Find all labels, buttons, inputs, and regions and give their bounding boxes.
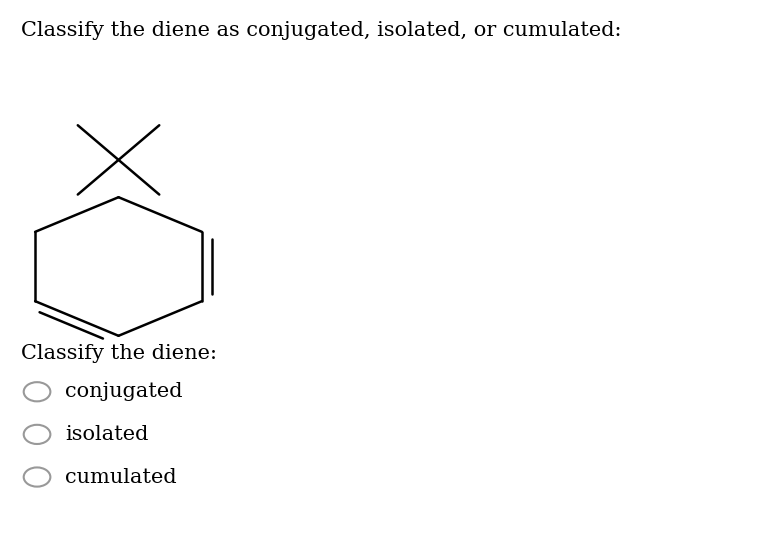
Text: conjugated: conjugated (65, 382, 183, 401)
Text: Classify the diene as conjugated, isolated, or cumulated:: Classify the diene as conjugated, isolat… (21, 21, 621, 41)
Text: isolated: isolated (65, 425, 148, 444)
Text: Classify the diene:: Classify the diene: (21, 344, 216, 363)
Text: cumulated: cumulated (65, 467, 177, 487)
